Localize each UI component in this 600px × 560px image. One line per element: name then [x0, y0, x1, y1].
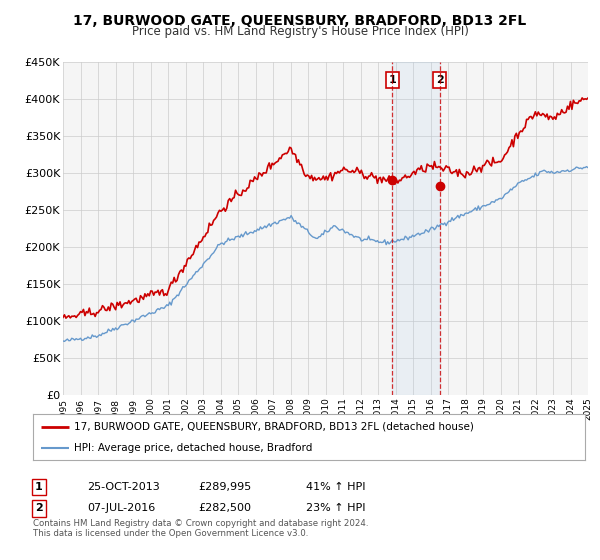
Text: 25-OCT-2013: 25-OCT-2013 [87, 482, 160, 492]
Text: Price paid vs. HM Land Registry's House Price Index (HPI): Price paid vs. HM Land Registry's House … [131, 25, 469, 38]
Text: Contains HM Land Registry data © Crown copyright and database right 2024.: Contains HM Land Registry data © Crown c… [33, 519, 368, 528]
Text: This data is licensed under the Open Government Licence v3.0.: This data is licensed under the Open Gov… [33, 529, 308, 538]
Text: 17, BURWOOD GATE, QUEENSBURY, BRADFORD, BD13 2FL (detached house): 17, BURWOOD GATE, QUEENSBURY, BRADFORD, … [74, 422, 474, 432]
Text: £282,500: £282,500 [198, 503, 251, 514]
Text: 1: 1 [35, 482, 43, 492]
Text: 2: 2 [436, 75, 443, 85]
Text: £289,995: £289,995 [198, 482, 251, 492]
Text: 07-JUL-2016: 07-JUL-2016 [87, 503, 155, 514]
Text: 17, BURWOOD GATE, QUEENSBURY, BRADFORD, BD13 2FL: 17, BURWOOD GATE, QUEENSBURY, BRADFORD, … [73, 14, 527, 28]
Text: 2: 2 [35, 503, 43, 514]
Text: 1: 1 [388, 75, 396, 85]
Text: 23% ↑ HPI: 23% ↑ HPI [306, 503, 365, 514]
Text: HPI: Average price, detached house, Bradford: HPI: Average price, detached house, Brad… [74, 443, 313, 453]
Bar [392, 62, 440, 395]
Text: 41% ↑ HPI: 41% ↑ HPI [306, 482, 365, 492]
